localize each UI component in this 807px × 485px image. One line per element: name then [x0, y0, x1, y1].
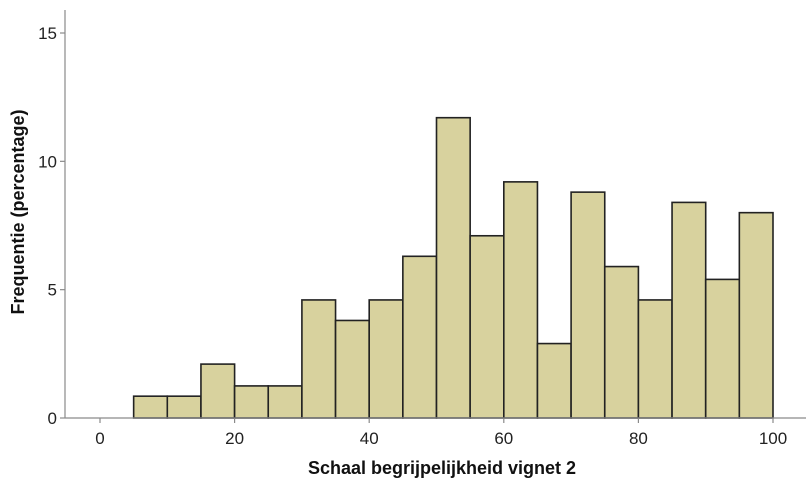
y-tick-label: 0 [48, 409, 57, 428]
histogram-bar [402, 255, 438, 419]
histogram-bar [603, 265, 640, 419]
x-tick-label: 40 [360, 429, 379, 448]
x-tick-label: 0 [95, 429, 104, 448]
histogram-bar [267, 385, 303, 419]
histogram-bar [334, 319, 370, 419]
histogram-bar [502, 181, 539, 419]
histogram-bar [704, 278, 741, 419]
histogram-bar [166, 395, 202, 419]
y-tick-label: 15 [38, 24, 57, 43]
histogram-bar [200, 363, 236, 419]
x-axis-title: Schaal begrijpelijkheid vignet 2 [308, 458, 576, 478]
histogram-bar [301, 299, 337, 419]
histogram-bar [469, 234, 505, 419]
x-tick-label: 100 [759, 429, 787, 448]
histogram-bar [233, 385, 270, 419]
x-tick-label: 80 [629, 429, 648, 448]
x-tick-label: 20 [225, 429, 244, 448]
y-tick-label: 5 [48, 281, 57, 300]
y-axis-title: Frequentie (percentage) [8, 109, 28, 314]
ticks-group: 0 20 40 60 80 100 0 5 10 15 [38, 24, 787, 448]
histogram-bar [671, 201, 707, 419]
histogram-bar [435, 116, 471, 419]
bars-group [132, 116, 774, 419]
x-tick-label: 60 [494, 429, 513, 448]
histogram-bar [536, 342, 572, 419]
histogram-bar [738, 211, 774, 419]
y-tick-label: 10 [38, 152, 57, 171]
histogram-bar [570, 191, 606, 419]
histogram-bar [637, 299, 673, 419]
histogram-bar [132, 395, 169, 419]
histogram-bar [368, 299, 404, 419]
axes-group [64, 10, 806, 419]
